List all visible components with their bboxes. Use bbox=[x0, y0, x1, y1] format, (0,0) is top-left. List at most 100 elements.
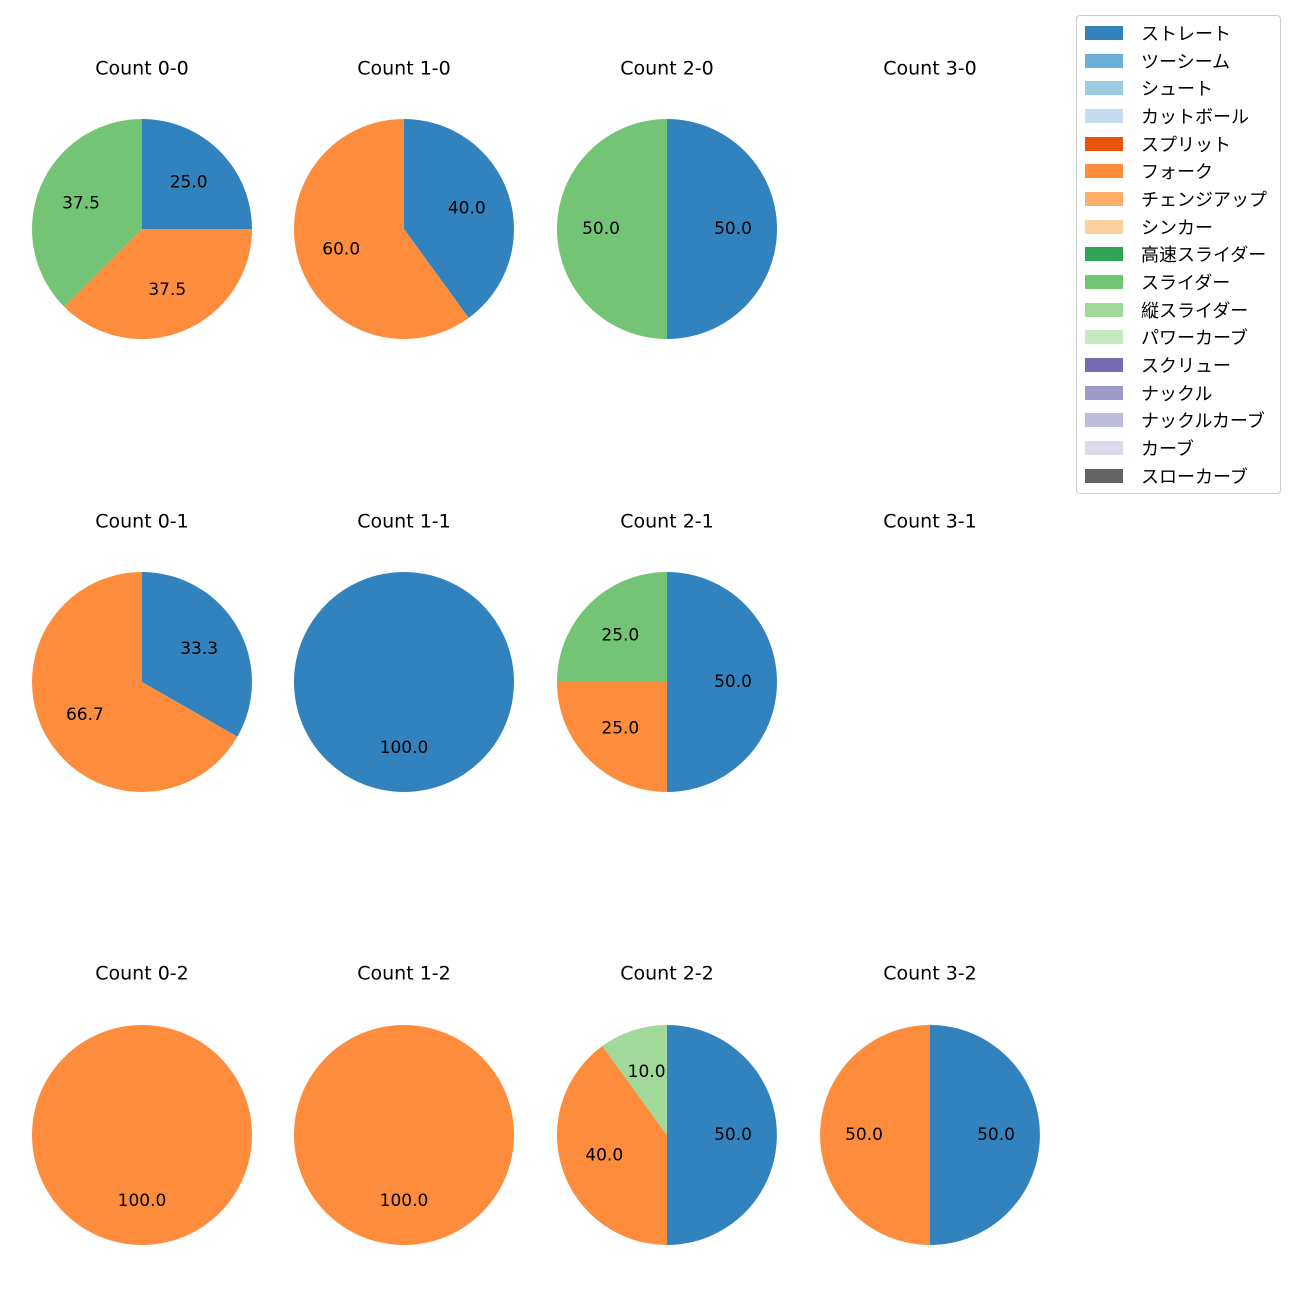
legend-swatch bbox=[1085, 219, 1123, 234]
slice-label: 37.5 bbox=[148, 280, 186, 300]
pie-slice bbox=[602, 1025, 667, 1135]
legend-item: スプリット bbox=[1077, 130, 1280, 158]
legend: ストレートツーシームシュートカットボール スプリットフォーク チェンジアップ シンカー… bbox=[1076, 15, 1281, 494]
pie-chart: Count 0-1 33.3 66.7 bbox=[32, 511, 253, 792]
slice-label: 100.0 bbox=[380, 1191, 429, 1211]
legend-label: カーブ bbox=[1141, 439, 1194, 461]
chart-title: Count 1-2 bbox=[357, 963, 451, 985]
pie-slice bbox=[32, 119, 142, 307]
legend-label: フォーク bbox=[1141, 162, 1213, 184]
legend-label: スクリュー bbox=[1141, 356, 1231, 378]
legend-swatch bbox=[1085, 136, 1123, 151]
chart-title: Count 1-1 bbox=[357, 511, 451, 533]
chart-title: Count 2-2 bbox=[620, 963, 714, 985]
pie-slice bbox=[667, 119, 777, 339]
pie-slice bbox=[142, 119, 252, 229]
legend-label: ナックルカーブ bbox=[1141, 411, 1265, 433]
legend-label: スローカーブ bbox=[1141, 466, 1248, 488]
legend-swatch bbox=[1085, 53, 1123, 68]
legend-label: ストレート bbox=[1141, 23, 1231, 45]
slice-label: 50.0 bbox=[714, 1125, 752, 1145]
slice-label: 50.0 bbox=[714, 219, 752, 239]
pie-chart: Count 2-1 50.0 25.0 25.0 bbox=[557, 511, 777, 792]
legend-item: スクリュー bbox=[1077, 351, 1280, 379]
legend-label: シュート bbox=[1141, 79, 1213, 101]
slice-label: 25.0 bbox=[170, 172, 208, 192]
legend-label: カットボール bbox=[1141, 106, 1249, 128]
slice-label: 66.7 bbox=[66, 705, 104, 725]
chart-title: Count 1-0 bbox=[357, 58, 451, 80]
legend-label: 高速スライダー bbox=[1141, 245, 1267, 267]
slice-label: 50.0 bbox=[582, 219, 620, 239]
pie-slice bbox=[557, 682, 667, 792]
pie-chart: Count 2-0 50.0 50.0 bbox=[557, 58, 777, 339]
legend-item: スライダー bbox=[1077, 268, 1280, 296]
slice-label: 100.0 bbox=[380, 738, 429, 758]
legend-item: ストレート bbox=[1077, 19, 1280, 47]
pie-slice bbox=[294, 119, 469, 339]
legend-swatch bbox=[1085, 358, 1123, 373]
slice-label: 50.0 bbox=[714, 672, 752, 692]
pie-slice bbox=[64, 229, 252, 339]
legend-swatch bbox=[1085, 108, 1123, 123]
legend-swatch bbox=[1085, 164, 1123, 179]
legend-item: ツーシーム bbox=[1077, 47, 1280, 75]
legend-label: ナックル bbox=[1141, 383, 1213, 405]
legend-item: カットボール bbox=[1077, 102, 1280, 130]
legend-item: 縦スライダー bbox=[1077, 296, 1280, 324]
legend-swatch bbox=[1085, 330, 1123, 345]
chart-title: Count 0-2 bbox=[95, 963, 189, 985]
pie-slice bbox=[142, 572, 253, 737]
slice-label: 10.0 bbox=[628, 1062, 666, 1082]
chart-title: Count 3-2 bbox=[883, 963, 977, 985]
legend-swatch bbox=[1085, 441, 1123, 456]
pie-slice bbox=[557, 119, 667, 339]
pie-slice bbox=[557, 1046, 667, 1245]
legend-item: ナックルカーブ bbox=[1077, 407, 1280, 435]
legend-swatch bbox=[1085, 275, 1123, 290]
slice-label: 25.0 bbox=[601, 719, 639, 739]
chart-title: Count 0-1 bbox=[95, 511, 189, 533]
legend-label: パワーカーブ bbox=[1141, 328, 1248, 350]
pie-slice bbox=[32, 1025, 252, 1245]
legend-item: スローカーブ bbox=[1077, 462, 1280, 490]
pie-slice bbox=[32, 572, 238, 792]
pie-chart: Count 1-2 100.0 bbox=[294, 963, 514, 1245]
slice-label: 37.5 bbox=[62, 194, 100, 214]
pie-slice bbox=[667, 572, 777, 792]
legend-item: チェンジアップ bbox=[1077, 185, 1280, 213]
pie-slice bbox=[820, 1025, 930, 1245]
pie-slice bbox=[294, 1025, 514, 1245]
legend-swatch bbox=[1085, 25, 1123, 40]
legend-item: カーブ bbox=[1077, 434, 1280, 462]
legend-label: ツーシーム bbox=[1141, 51, 1231, 73]
pie-chart: Count 3-2 50.0 50.0 bbox=[820, 963, 1040, 1245]
pie-slice bbox=[557, 572, 667, 682]
chart-title: Count 2-1 bbox=[620, 511, 714, 533]
slice-label: 40.0 bbox=[585, 1145, 623, 1165]
chart-title: Count 2-0 bbox=[620, 58, 714, 80]
pie-chart: Count 1-1 100.0 bbox=[294, 511, 514, 792]
slice-label: 40.0 bbox=[448, 199, 486, 219]
legend-item: 高速スライダー bbox=[1077, 241, 1280, 269]
pie-chart: Count 0-0 25.0 37.5 37.5 bbox=[32, 58, 252, 339]
legend-label: 縦スライダー bbox=[1141, 300, 1249, 322]
legend-swatch bbox=[1085, 468, 1123, 483]
legend-swatch bbox=[1085, 385, 1123, 400]
legend-item: フォーク bbox=[1077, 157, 1280, 185]
legend-label: スプリット bbox=[1141, 134, 1231, 156]
legend-swatch bbox=[1085, 413, 1123, 428]
slice-label: 50.0 bbox=[977, 1125, 1015, 1145]
slice-label: 50.0 bbox=[845, 1125, 883, 1145]
pie-chart: Count 3-0 bbox=[883, 58, 977, 80]
pie-slice bbox=[667, 1025, 777, 1245]
slice-label: 60.0 bbox=[322, 239, 360, 259]
chart-title: Count 3-1 bbox=[883, 511, 977, 533]
pie-chart: Count 3-1 bbox=[883, 511, 977, 533]
legend-swatch bbox=[1085, 247, 1123, 262]
legend-swatch bbox=[1085, 191, 1123, 206]
pie-slice bbox=[404, 119, 515, 318]
slice-label: 100.0 bbox=[118, 1191, 167, 1211]
legend-item: シンカー bbox=[1077, 213, 1280, 241]
